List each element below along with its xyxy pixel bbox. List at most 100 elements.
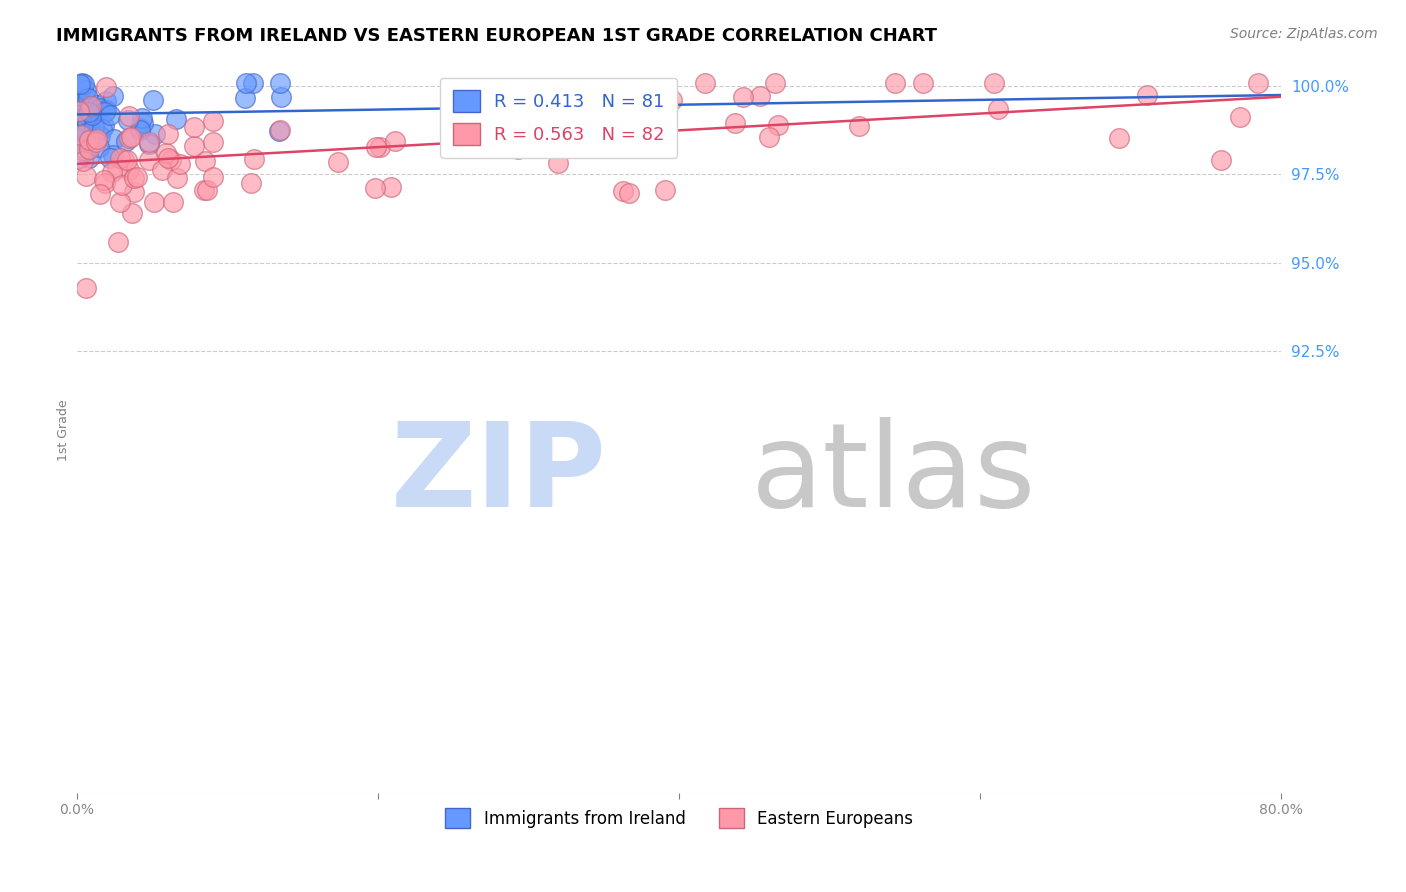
Text: atlas: atlas: [751, 417, 1036, 532]
Point: [76, 114, 98, 128]
Point: [183, 139, 205, 153]
Point: [749, 88, 772, 103]
Point: [240, 177, 263, 191]
Point: [612, 184, 634, 198]
Point: [80, 120, 103, 134]
Point: [202, 169, 225, 184]
Point: [132, 116, 155, 130]
Point: [328, 155, 350, 169]
Point: [86, 98, 108, 112]
Point: [67, 132, 90, 146]
Text: IMMIGRANTS FROM IRELAND VS EASTERN EUROPEAN 1ST GRADE CORRELATION CHART: IMMIGRANTS FROM IRELAND VS EASTERN EUROP…: [56, 27, 938, 45]
Point: [117, 113, 139, 128]
Point: [848, 120, 870, 134]
Point: [138, 136, 160, 151]
Point: [166, 170, 188, 185]
Point: [243, 153, 266, 167]
Point: [89, 129, 111, 144]
Point: [72, 76, 94, 90]
Point: [162, 195, 184, 210]
Point: [143, 194, 166, 209]
Point: [233, 90, 256, 104]
Point: [654, 183, 676, 197]
Point: [73, 99, 96, 113]
Point: [94, 94, 117, 108]
Point: [269, 124, 291, 138]
Point: [143, 128, 166, 142]
Point: [142, 93, 165, 107]
Point: [67, 108, 90, 122]
Point: [768, 118, 790, 132]
Point: [269, 123, 291, 137]
Point: [72, 115, 94, 129]
Point: [73, 122, 96, 136]
Point: [118, 163, 141, 178]
Point: [69, 106, 91, 120]
Point: [77, 114, 100, 128]
Point: [72, 105, 94, 120]
Point: [156, 151, 179, 165]
Point: [118, 131, 141, 145]
Point: [110, 151, 132, 165]
Point: [70, 123, 93, 137]
Text: Source: ZipAtlas.com: Source: ZipAtlas.com: [1230, 27, 1378, 41]
Point: [157, 127, 180, 141]
Point: [661, 94, 683, 108]
Point: [120, 129, 142, 144]
Point: [69, 107, 91, 121]
Point: [67, 127, 90, 141]
Point: [758, 129, 780, 144]
Point: [93, 119, 115, 133]
Point: [67, 152, 90, 166]
Point: [765, 76, 787, 90]
Point: [912, 76, 935, 90]
Point: [89, 186, 111, 201]
Point: [118, 109, 141, 123]
Point: [1209, 153, 1232, 168]
Point: [77, 133, 100, 147]
Point: [70, 120, 93, 135]
Point: [86, 132, 108, 146]
Point: [368, 139, 391, 153]
Point: [70, 143, 93, 157]
Point: [80, 108, 103, 122]
Point: [731, 90, 754, 104]
Point: [69, 128, 91, 143]
Point: [159, 153, 181, 168]
Point: [70, 100, 93, 114]
Point: [122, 171, 145, 186]
Point: [155, 146, 177, 161]
Point: [131, 112, 153, 126]
Point: [83, 120, 105, 134]
Point: [69, 95, 91, 110]
Point: [121, 206, 143, 220]
Point: [1229, 110, 1251, 124]
Point: [69, 105, 91, 120]
Point: [194, 154, 217, 169]
Point: [364, 181, 387, 195]
Point: [100, 165, 122, 179]
Point: [983, 76, 1005, 90]
Point: [1136, 87, 1159, 102]
Point: [77, 90, 100, 104]
Point: [124, 186, 146, 200]
Point: [103, 89, 125, 103]
Point: [107, 235, 129, 249]
Point: [366, 139, 388, 153]
Point: [77, 105, 100, 120]
Point: [94, 176, 117, 190]
Point: [193, 183, 215, 197]
Point: [67, 127, 90, 141]
Point: [98, 108, 121, 122]
Point: [724, 115, 747, 129]
Point: [70, 114, 93, 128]
Point: [115, 153, 138, 167]
Point: [75, 281, 97, 295]
Point: [165, 112, 187, 126]
Point: [89, 101, 111, 115]
Point: [138, 136, 160, 150]
Point: [91, 122, 114, 136]
Point: [69, 81, 91, 95]
Point: [67, 120, 90, 135]
Point: [69, 111, 91, 125]
